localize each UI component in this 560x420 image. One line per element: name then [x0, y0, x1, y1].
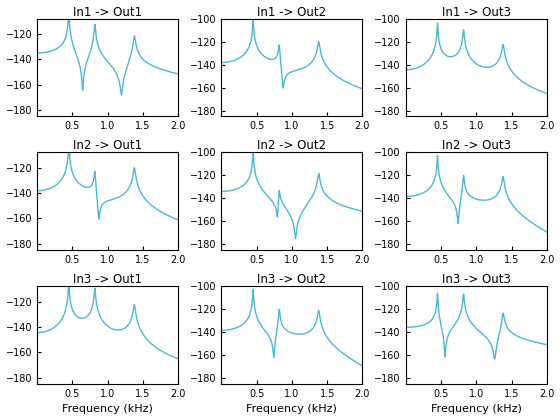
Title: In2 -> Out2: In2 -> Out2 — [258, 139, 326, 152]
X-axis label: Frequency (kHz): Frequency (kHz) — [62, 404, 153, 415]
Title: In2 -> Out1: In2 -> Out1 — [73, 139, 142, 152]
Title: In3 -> Out2: In3 -> Out2 — [258, 273, 326, 286]
Title: In3 -> Out1: In3 -> Out1 — [73, 273, 142, 286]
Title: In1 -> Out1: In1 -> Out1 — [73, 5, 142, 18]
Title: In3 -> Out3: In3 -> Out3 — [442, 273, 511, 286]
X-axis label: Frequency (kHz): Frequency (kHz) — [246, 404, 337, 415]
Title: In1 -> Out3: In1 -> Out3 — [442, 5, 511, 18]
Title: In1 -> Out2: In1 -> Out2 — [258, 5, 326, 18]
X-axis label: Frequency (kHz): Frequency (kHz) — [431, 404, 522, 415]
Title: In2 -> Out3: In2 -> Out3 — [442, 139, 511, 152]
